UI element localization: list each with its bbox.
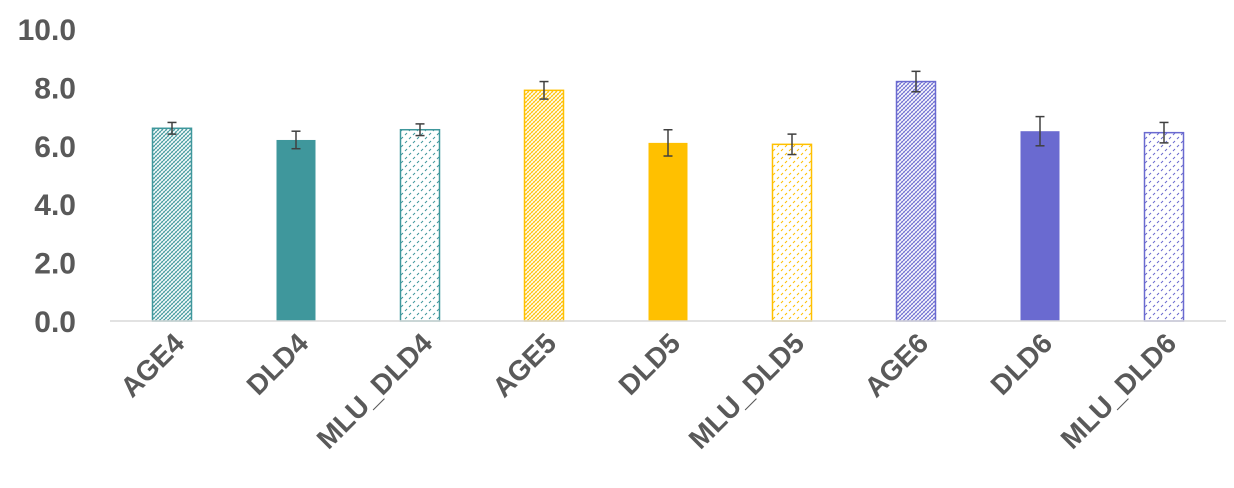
bar-age6	[895, 80, 937, 322]
x-tick-label: AGE6	[858, 327, 934, 403]
bar-dld4	[276, 139, 316, 321]
y-tick-label: 8.0	[34, 72, 76, 105]
y-tick-label: 2.0	[34, 248, 76, 281]
error-bar	[415, 123, 425, 137]
error-bar	[1159, 121, 1169, 144]
error-bar	[911, 70, 921, 93]
bar-dld5	[648, 142, 688, 321]
y-tick-label: 0.0	[34, 306, 76, 339]
error-bar	[663, 128, 673, 157]
x-tick-label: MLU_DLD6	[1055, 327, 1183, 455]
error-bar	[291, 130, 301, 150]
x-tick-label: MLU_DLD4	[311, 327, 439, 455]
x-tick-label: AGE5	[486, 327, 562, 403]
x-tick-label: DLD4	[241, 327, 315, 401]
bar-age4	[151, 127, 193, 322]
bar-age5	[523, 89, 565, 322]
bars	[151, 80, 1185, 322]
x-tick-label: MLU_DLD5	[683, 327, 811, 455]
bar-mlu-dld4	[399, 128, 441, 322]
bar-mlu-dld6	[1143, 131, 1185, 322]
y-tick-label: 4.0	[34, 189, 76, 222]
y-tick-label: 6.0	[34, 131, 76, 164]
error-bar	[1035, 115, 1045, 147]
bar-mlu-dld5	[771, 143, 813, 322]
error-bar	[167, 121, 177, 135]
y-axis: 0.0 2.0 4.0 6.0 8.0 10.0	[18, 14, 76, 339]
x-tick-label: AGE4	[114, 327, 190, 403]
error-bars	[167, 70, 1169, 157]
x-tick-label: DLD6	[985, 327, 1059, 401]
x-tick-label: DLD5	[613, 327, 687, 401]
error-bar	[787, 133, 797, 156]
y-tick-label: 10.0	[18, 14, 76, 47]
bar-dld6	[1020, 131, 1060, 321]
error-bar	[539, 80, 549, 100]
